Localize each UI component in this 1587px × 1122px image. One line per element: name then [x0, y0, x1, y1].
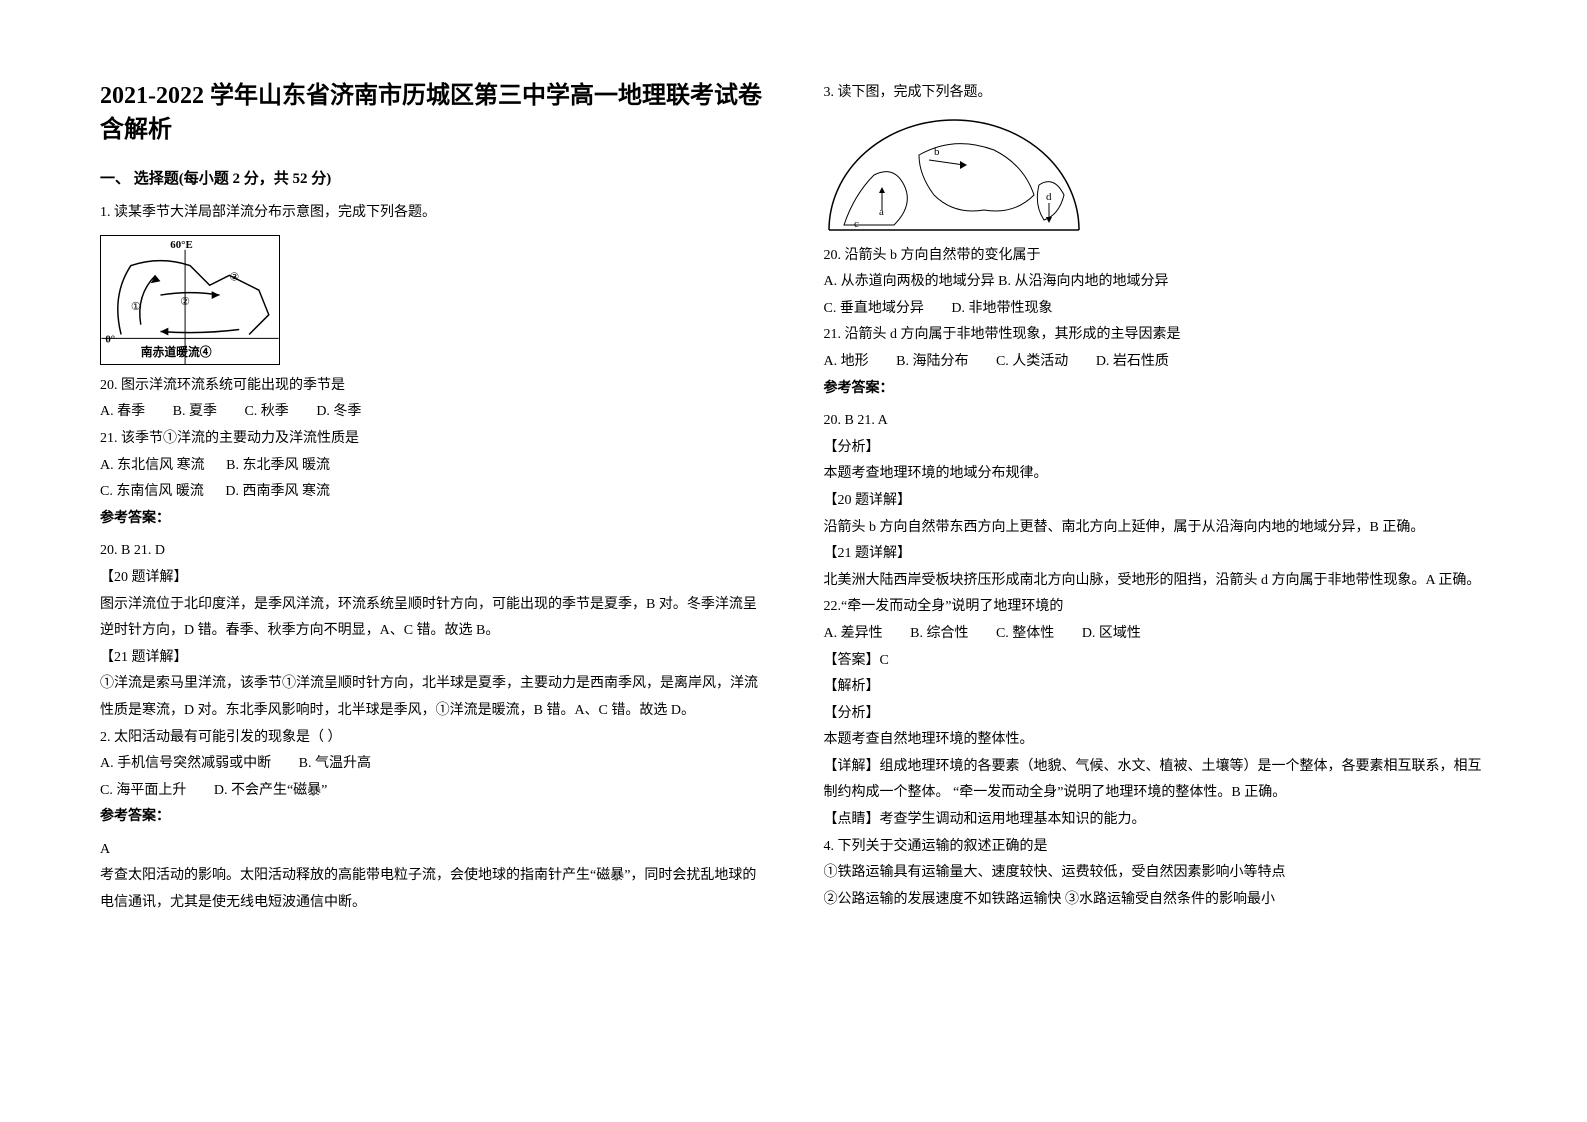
q3-exp21-h: 【21 题详解】 [824, 541, 1488, 568]
label-current: 南赤道暖流④ [141, 345, 212, 359]
q3-prompt: 3. 读下图，完成下列各题。 [824, 80, 1488, 107]
q3-fx: 【分析】 [824, 435, 1488, 462]
q2-cd: C. 海平面上升 D. 不会产生“磁暴” [100, 778, 764, 805]
q3-figure: a b c d [824, 115, 1084, 235]
q3-20: 20. 沿箭头 b 方向自然带的变化属于 [824, 243, 1488, 270]
q1-figure: 60°E 0° ① ② ③ 南赤道暖流④ [100, 235, 280, 365]
opt-b: B. 海陆分布 [896, 354, 968, 369]
left-column: 2021-2022 学年山东省济南市历城区第三中学高一地理联考试卷含解析 一、 … [100, 80, 764, 1082]
label-3: ③ [229, 271, 239, 283]
opt-d: D. 西南季风 寒流 [225, 484, 330, 499]
answer-label: 参考答案： [100, 804, 764, 831]
q1-20-options: A. 春季 B. 夏季 C. 秋季 D. 冬季 [100, 399, 764, 426]
label-60e: 60°E [170, 239, 192, 251]
q2-ab: A. 手机信号突然减弱或中断 B. 气温升高 [100, 751, 764, 778]
right-column: 3. 读下图，完成下列各题。 a b c d 20. 沿箭头 b 方向自然带的变… [824, 80, 1488, 1082]
q1-exp21-h: 【21 题详解】 [100, 645, 764, 672]
opt-d: D. 非地带性现象 [951, 301, 1052, 316]
label-1: ① [131, 301, 141, 313]
label-2: ② [180, 296, 190, 308]
q4-l2: ②公路运输的发展速度不如铁路运输快 ③水路运输受自然条件的影响最小 [824, 887, 1488, 914]
q1-20: 20. 图示洋流环流系统可能出现的季节是 [100, 373, 764, 400]
opt-b: B. 综合性 [910, 626, 968, 641]
opt-a: A. 春季 [100, 404, 145, 419]
answer-label: 参考答案： [100, 506, 764, 533]
opt-b: B. 气温升高 [299, 756, 371, 771]
label-c: c [854, 218, 859, 230]
opt-c: C. 秋季 [244, 404, 288, 419]
q3-answer: 20. B 21. A [824, 408, 1488, 435]
q1-exp20: 图示洋流位于北印度洋，是季风洋流，环流系统呈顺时针方向，可能出现的季节是夏季，B… [100, 592, 764, 645]
label-d: d [1046, 191, 1052, 203]
arrow-1 [140, 275, 156, 324]
q22-ans: 【答案】C [824, 648, 1488, 675]
q1-21-cd: C. 东南信风 暖流 D. 西南季风 寒流 [100, 479, 764, 506]
opt-c: C. 人类活动 [996, 354, 1068, 369]
q3-fx-txt: 本题考查地理环境的地域分布规律。 [824, 461, 1488, 488]
opt-c: C. 整体性 [996, 626, 1054, 641]
q1-answer: 20. B 21. D [100, 538, 764, 565]
section-header: 一、 选择题(每小题 2 分，共 52 分) [100, 167, 764, 188]
q22-dj: 【点睛】考查学生调动和运用地理基本知识的能力。 [824, 807, 1488, 834]
q3-exp20-h: 【20 题详解】 [824, 488, 1488, 515]
hemisphere-arc [829, 120, 1079, 230]
q2-answer: A [100, 837, 764, 864]
q1-exp20-h: 【20 题详解】 [100, 565, 764, 592]
opt-a: A. 差异性 [824, 626, 883, 641]
opt-d: D. 不会产生“磁暴” [214, 783, 328, 798]
opt-d: D. 区域性 [1082, 626, 1141, 641]
opt-b: B. 从沿海向内地的地域分异 [998, 274, 1168, 289]
label-0: 0° [105, 333, 115, 345]
arrow-2 [160, 292, 219, 294]
opt-c: C. 海平面上升 [100, 783, 186, 798]
opt-a: A. 东北信风 寒流 [100, 458, 205, 473]
q22-fx-txt: 本题考查自然地理环境的整体性。 [824, 727, 1488, 754]
opt-b: B. 东北季风 暖流 [226, 458, 330, 473]
q3-exp21: 北美洲大陆西岸受板块挤压形成南北方向山脉，受地形的阻挡，沿箭头 d 方向属于非地… [824, 568, 1488, 595]
q22-prompt: 22.“牵一发而动全身”说明了地理环境的 [824, 594, 1488, 621]
q4-l1: ①铁路运输具有运输量大、速度较快、运费较低，受自然因素影响小等特点 [824, 860, 1488, 887]
q22-opts: A. 差异性 B. 综合性 C. 整体性 D. 区域性 [824, 621, 1488, 648]
q1-21: 21. 该季节①洋流的主要动力及洋流性质是 [100, 426, 764, 453]
q1-prompt: 1. 读某季节大洋局部洋流分布示意图，完成下列各题。 [100, 200, 764, 227]
opt-c: C. 垂直地域分异 [824, 301, 924, 316]
opt-d: D. 岩石性质 [1096, 354, 1169, 369]
opt-c: C. 东南信风 暖流 [100, 484, 204, 499]
continents [844, 143, 1064, 224]
q3-20-cd: C. 垂直地域分异 D. 非地带性现象 [824, 296, 1488, 323]
q3-21: 21. 沿箭头 d 方向属于非地带性现象，其形成的主导因素是 [824, 322, 1488, 349]
arrow-4 [160, 329, 239, 332]
label-b: b [934, 146, 940, 158]
answer-label: 参考答案： [824, 376, 1488, 403]
q22-fx: 【分析】 [824, 701, 1488, 728]
q4-prompt: 4. 下列关于交通运输的叙述正确的是 [824, 834, 1488, 861]
opt-a: A. 地形 [824, 354, 869, 369]
opt-a: A. 手机信号突然减弱或中断 [100, 756, 271, 771]
document-title: 2021-2022 学年山东省济南市历城区第三中学高一地理联考试卷含解析 [100, 80, 764, 147]
q3-20-ab: A. 从赤道向两极的地域分异 B. 从沿海向内地的地域分异 [824, 269, 1488, 296]
opt-b: B. 夏季 [173, 404, 217, 419]
q1-exp21: ①洋流是索马里洋流，该季节①洋流呈顺时针方向，北半球是夏季，主要动力是西南季风，… [100, 671, 764, 724]
q22-xj: 【详解】组成地理环境的各要素（地貌、气候、水文、植被、土壤等）是一个整体，各要素… [824, 754, 1488, 807]
q22-jx: 【解析】 [824, 674, 1488, 701]
q1-21-ab: A. 东北信风 寒流 B. 东北季风 暖流 [100, 453, 764, 480]
q3-exp20: 沿箭头 b 方向自然带东西方向上更替、南北方向上延伸，属于从沿海向内地的地域分异… [824, 515, 1488, 542]
q2-exp: 考查太阳活动的影响。太阳活动释放的高能带电粒子流，会使地球的指南针产生“磁暴”，… [100, 863, 764, 916]
opt-d: D. 冬季 [316, 404, 361, 419]
opt-a: A. 从赤道向两极的地域分异 [824, 274, 995, 289]
q2-prompt: 2. 太阳活动最有可能引发的现象是（ ） [100, 725, 764, 752]
q3-21-opts: A. 地形 B. 海陆分布 C. 人类活动 D. 岩石性质 [824, 349, 1488, 376]
